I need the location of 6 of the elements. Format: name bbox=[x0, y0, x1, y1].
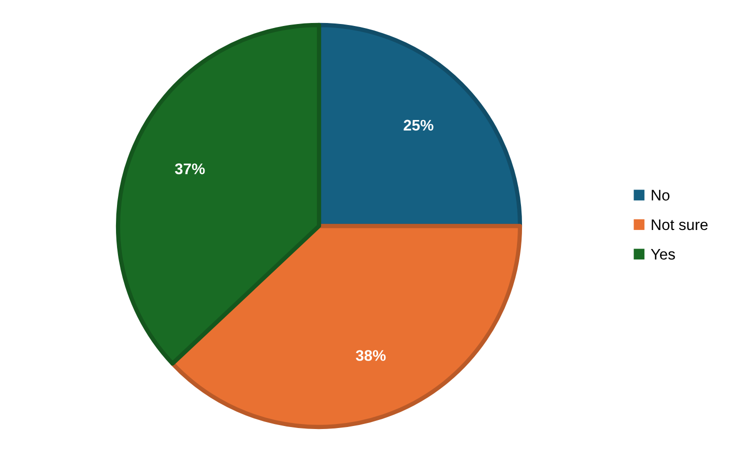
data-label: 38% bbox=[356, 350, 386, 361]
data-label: 37% bbox=[174, 163, 205, 174]
legend-label: Yes bbox=[650, 248, 675, 260]
data-label: 25% bbox=[404, 120, 434, 131]
legend-label: No bbox=[652, 190, 670, 201]
legend-label: Not sure bbox=[652, 219, 708, 230]
